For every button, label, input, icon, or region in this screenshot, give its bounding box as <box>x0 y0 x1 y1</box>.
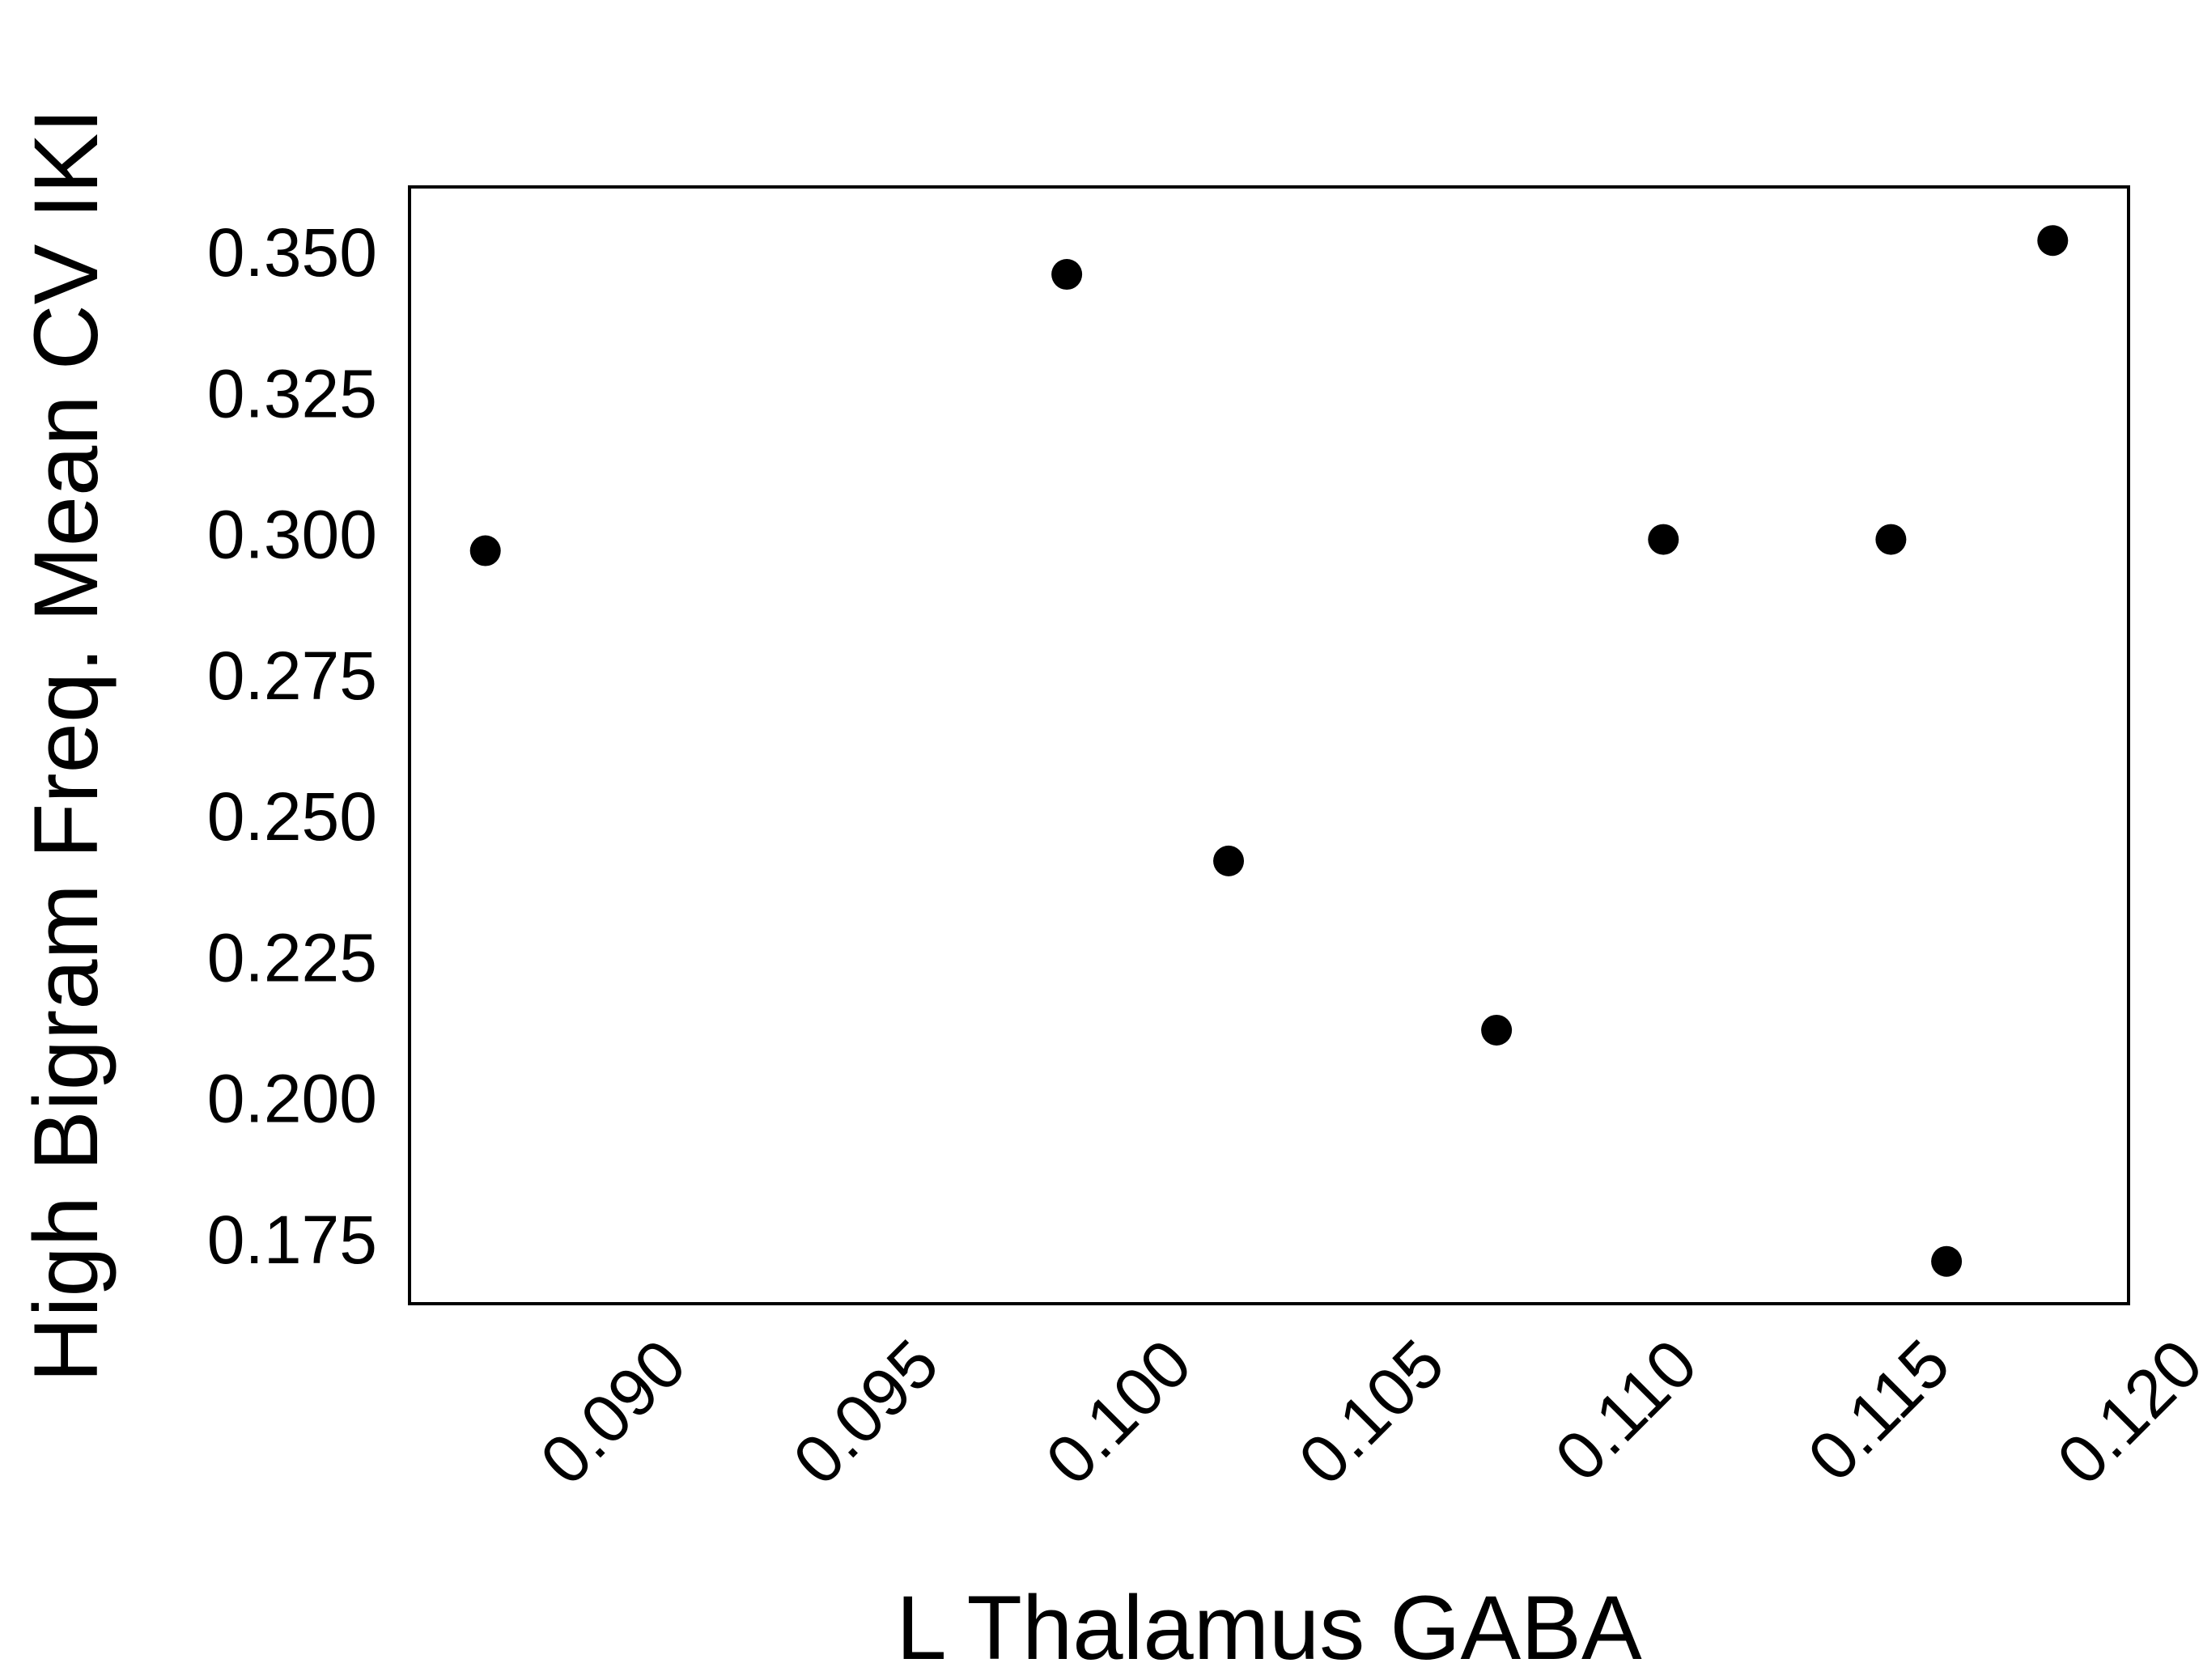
data-point <box>1481 1014 1513 1046</box>
y-tick-label: 0.300 <box>207 497 377 573</box>
x-tick-label: 0.110 <box>1541 1325 1712 1495</box>
y-tick-label: 0.225 <box>207 919 377 995</box>
data-point <box>1051 259 1083 291</box>
x-axis-label: L Thalamus GABA <box>896 1577 1642 1678</box>
y-tick-label: 0.325 <box>207 355 377 431</box>
data-point <box>469 535 501 566</box>
y-tick-label: 0.350 <box>207 214 377 291</box>
data-points <box>469 225 2069 1277</box>
x-tick-label: 0.120 <box>2043 1325 2203 1499</box>
y-tick-label: 0.275 <box>207 638 377 714</box>
x-tick-label: 0.105 <box>1284 1325 1458 1499</box>
data-point <box>1931 1245 1963 1277</box>
y-tick-label: 0.250 <box>207 778 377 855</box>
y-axis-ticks: 0.175 0.200 0.225 0.250 0.275 0.300 0.325 0.350 <box>207 214 377 1278</box>
x-tick-label: 0.100 <box>1031 1325 1205 1499</box>
plot-frame <box>408 185 2130 1305</box>
x-tick-label: 0.095 <box>779 1325 953 1499</box>
data-point <box>2037 225 2069 257</box>
y-axis-label: High Bigram Freq. Mean CV IKI <box>15 108 117 1383</box>
x-tick-label: 0.115 <box>1793 1325 1964 1495</box>
y-tick-label: 0.175 <box>207 1202 377 1278</box>
x-tick-label: 0.090 <box>526 1325 700 1499</box>
data-point <box>1648 524 1679 555</box>
data-point <box>1213 845 1245 876</box>
y-tick-label: 0.200 <box>207 1061 377 1137</box>
x-axis-ticks: 0.090 0.095 0.100 0.105 0.110 0.115 0.120 <box>526 1325 2203 1499</box>
data-point <box>1875 524 1907 555</box>
